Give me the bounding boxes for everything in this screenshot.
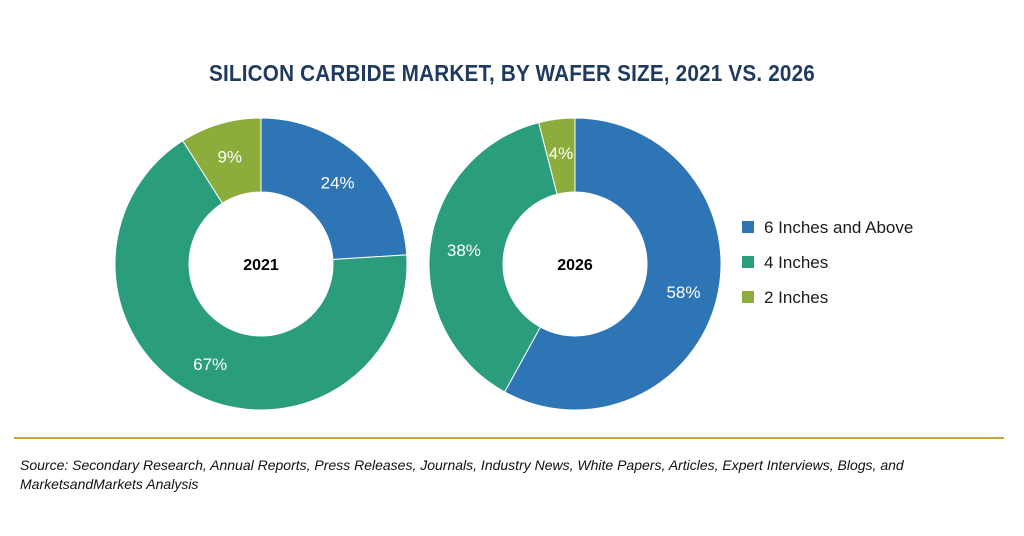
legend-label-1: 4 Inches	[764, 253, 828, 272]
slice-label-2021-0: 24%	[321, 173, 355, 192]
legend-swatch-0	[742, 221, 754, 233]
legend-swatch-2	[742, 291, 754, 303]
slice-2021-1	[114, 140, 408, 411]
divider	[14, 437, 1004, 439]
slice-2026-0	[503, 117, 722, 411]
slice-label-2026-2: 4%	[549, 144, 574, 163]
slice-label-2021-2: 9%	[217, 147, 242, 166]
slice-label-2026-1: 38%	[447, 241, 481, 260]
source-note: Source: Secondary Research, Annual Repor…	[20, 457, 904, 492]
slice-2021-0	[260, 117, 408, 261]
center-label-2021: 2021	[243, 257, 279, 274]
slice-2026-1	[428, 121, 558, 393]
legend-label-0: 6 Inches and Above	[764, 218, 913, 237]
legend-label-2: 2 Inches	[764, 288, 828, 307]
legend-swatch-1	[742, 256, 754, 268]
slice-label-2021-1: 67%	[193, 355, 227, 374]
chart-title: SILICON CARBIDE MARKET, BY WAFER SIZE, 2…	[209, 60, 815, 86]
slice-2021-2	[182, 117, 262, 204]
slice-2026-2	[538, 117, 576, 195]
donut-chart: 24% 67% 9% 2021 58% 38% 4% 2026 6 Inches and Abo…	[114, 117, 913, 411]
slice-label-2026-0: 58%	[666, 283, 700, 302]
center-label-2026: 2026	[557, 257, 593, 274]
